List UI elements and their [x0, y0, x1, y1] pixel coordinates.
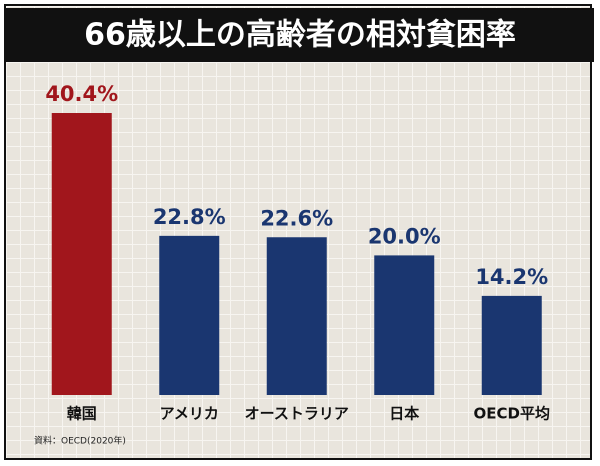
x-tick-label: アメリカ — [160, 405, 219, 423]
title-bar — [6, 8, 594, 62]
bar — [481, 295, 542, 395]
value-label: 22.6% — [260, 206, 333, 230]
value-label: 22.8% — [153, 205, 226, 229]
value-label: 40.4% — [45, 82, 118, 106]
chart-title: 66歳以上の高齢者の相対貧困率 — [84, 18, 516, 53]
source-note: 資料：OECD(2020年) — [34, 435, 126, 447]
bar — [51, 113, 112, 396]
x-tick-label: OECD平均 — [474, 405, 550, 423]
bar — [374, 255, 435, 395]
x-tick-label: 韓国 — [67, 405, 97, 423]
value-label: 20.0% — [368, 224, 441, 248]
bar — [266, 237, 327, 395]
value-label: 14.2% — [475, 265, 548, 289]
x-tick-label: オーストラリア — [245, 405, 349, 423]
x-tick-label: 日本 — [389, 405, 419, 423]
bar — [159, 235, 220, 395]
